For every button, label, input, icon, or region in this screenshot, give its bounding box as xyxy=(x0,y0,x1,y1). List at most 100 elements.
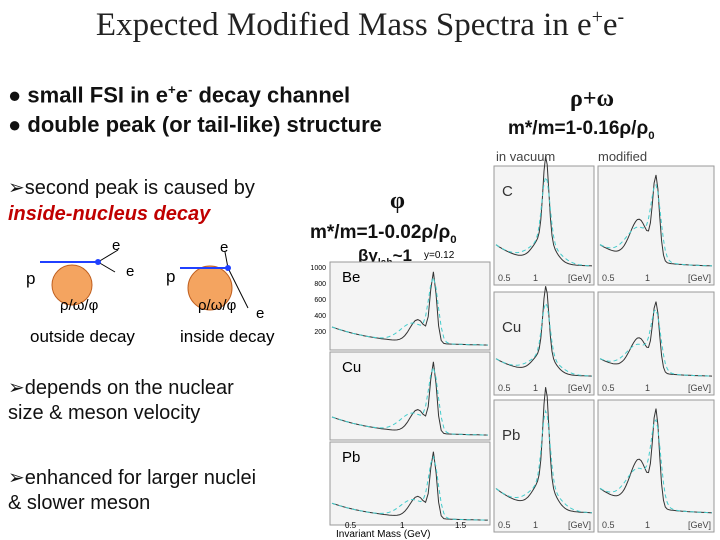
title-sup: + xyxy=(591,6,603,28)
panel-frame xyxy=(597,291,715,396)
x-tick-label: [GeV] xyxy=(688,520,711,530)
x-tick-label: 0.5 xyxy=(498,383,511,393)
x-tick-label: 1.5 xyxy=(455,521,467,530)
electron-track xyxy=(97,249,119,263)
rho-omega-label: ρ+ω xyxy=(570,86,615,112)
x-tick-label: 0.5 xyxy=(602,273,615,283)
spectrum-fit xyxy=(331,365,489,436)
x-tick-label: 0.5 xyxy=(345,521,357,530)
panel-frame xyxy=(493,291,595,396)
x-tick-label: 1 xyxy=(533,520,538,530)
x-tick-label: [GeV] xyxy=(688,273,711,283)
slide-title: Expected Modified Mass Spectra in e+e- xyxy=(0,6,720,44)
panel-label: Be xyxy=(342,269,360,286)
sub-bullet-text: size & meson velocity xyxy=(8,402,201,424)
nucleus xyxy=(187,265,233,311)
velocity-text: ~1 xyxy=(392,246,412,265)
formula-text: m*/m=1-0.16ρ/ρ xyxy=(508,118,649,139)
sub-bullet: ➢second peak is caused by xyxy=(8,177,255,199)
spectrum-fit xyxy=(495,409,593,514)
rapidity: y=0.12 xyxy=(424,250,455,261)
panel-label: Cu xyxy=(502,319,521,336)
spectrum-fit xyxy=(599,308,713,377)
spectrum-fit xyxy=(331,455,488,521)
outside-diagram: e e p ρ/ω/φ outside decay xyxy=(26,237,135,346)
label: p xyxy=(26,269,35,288)
panel-frame xyxy=(329,351,491,441)
caption: outside decay xyxy=(30,327,135,346)
label: e xyxy=(256,305,264,322)
panel-label: C xyxy=(502,183,513,200)
sub-bullet-text: & slower meson xyxy=(8,492,151,514)
spectrum-fit xyxy=(599,418,712,514)
sub-bullet: ➢depends on the nuclear xyxy=(8,377,234,399)
phi-label: φ xyxy=(390,188,405,214)
panel-frame xyxy=(597,165,715,286)
vertex xyxy=(95,259,101,265)
panel-frame xyxy=(329,441,491,526)
panel-label: Cu xyxy=(342,359,361,376)
bullet: ● small FSI in e+e- decay channel xyxy=(8,82,351,108)
y-tick-label: 800 xyxy=(314,281,326,288)
x-tick-label: 1 xyxy=(533,383,538,393)
spectrum-fit xyxy=(331,275,489,346)
inside-diagram: e e p ρ/ω/φ inside decay xyxy=(166,239,275,346)
velocity-text: βγ xyxy=(358,246,378,265)
x-tick-label: [GeV] xyxy=(568,383,591,393)
x-tick-label: 0.5 xyxy=(602,383,615,393)
panel-frame xyxy=(493,399,595,533)
electron-track xyxy=(97,261,116,273)
electron-track xyxy=(227,267,249,309)
sub-bullet-text: enhanced for larger nuclei xyxy=(24,467,257,489)
sub-bullet-text: second peak is caused by xyxy=(24,177,255,199)
x-tick-label: 1 xyxy=(645,383,650,393)
spectrum xyxy=(495,387,592,514)
panel-label: Pb xyxy=(502,427,520,444)
label: p xyxy=(166,267,175,286)
phi-formula: m*/m=1-0.02ρ/ρ0 xyxy=(310,222,457,246)
x-tick-label: 0.5 xyxy=(498,273,511,283)
spectrum-fit xyxy=(495,302,593,377)
nucleus xyxy=(51,264,93,306)
spectrum xyxy=(495,156,593,267)
y-tick-label: 600 xyxy=(314,297,326,304)
bullet: ● double peak (or tail-like) structure xyxy=(8,112,382,137)
bullet-text: double peak (or tail-like) structure xyxy=(27,112,382,137)
x-tick-label: 0.5 xyxy=(602,520,615,530)
title-text: e xyxy=(602,7,618,43)
bullet-sup: + xyxy=(168,82,176,97)
sub-bullet: ➢enhanced for larger nuclei xyxy=(8,467,257,489)
bullet-sup: - xyxy=(187,82,193,97)
x-axis-label: Invariant Mass (GeV) xyxy=(336,529,430,540)
y-tick-label: 200 xyxy=(314,329,326,336)
label: e xyxy=(126,263,134,280)
x-tick-label: 1 xyxy=(400,521,405,530)
phi-plot: y=0.12 Invariant Mass (GeV) Be Cu Pb 1000 80… xyxy=(310,250,491,540)
bullet-text: decay channel xyxy=(192,82,351,108)
label: ρ/ω/φ xyxy=(198,297,237,314)
label: e xyxy=(220,239,228,256)
x-tick-label: 1 xyxy=(645,273,650,283)
header: modified xyxy=(598,149,647,164)
formula-sub: 0 xyxy=(450,233,457,246)
label: ρ/ω/φ xyxy=(60,297,99,314)
sub-bullet-text: depends on the nuclear xyxy=(24,377,234,399)
bullet-text: small FSI in e xyxy=(27,82,169,108)
x-tick-label: 1 xyxy=(533,273,538,283)
spectrum-fit xyxy=(599,183,713,267)
bullet-text: e xyxy=(175,82,188,108)
title-text: Expected Modified Mass Spectra in e xyxy=(95,7,592,43)
formula-sub: 0 xyxy=(648,129,655,142)
x-tick-label: 1 xyxy=(645,520,650,530)
title-sup: - xyxy=(617,6,625,28)
rho-formula: m*/m=1-0.16ρ/ρ0 xyxy=(508,118,655,142)
highlight-text: inside-nucleus decay xyxy=(8,203,211,225)
spectrum xyxy=(495,286,593,377)
y-tick-label: 1000 xyxy=(310,265,326,272)
formula-text: m*/m=1-0.02ρ/ρ xyxy=(310,222,451,243)
x-tick-label: [GeV] xyxy=(568,273,591,283)
header: in vacuum xyxy=(496,149,555,164)
spectrum-fit xyxy=(495,175,593,267)
